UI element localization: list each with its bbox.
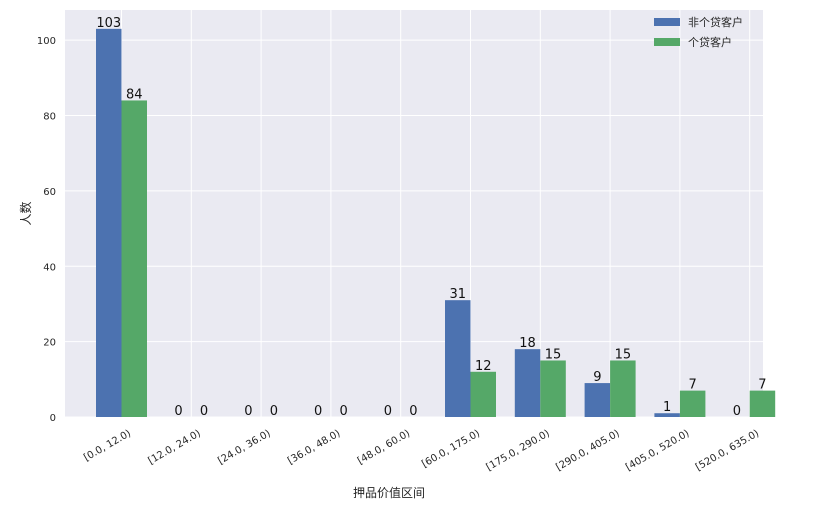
bar-series2 — [610, 360, 636, 417]
x-tick-label: [0.0, 12.0) — [82, 428, 133, 464]
y-tick-label: 100 — [37, 36, 56, 47]
x-tick-label: [24.0, 36.0) — [216, 428, 272, 467]
x-tick-label: [12.0, 24.0) — [146, 428, 202, 467]
bar-series1 — [584, 383, 611, 417]
bar-value-label: 1 — [663, 400, 671, 415]
bar-series2 — [749, 390, 776, 417]
bar-value-label: 9 — [593, 370, 601, 385]
bar-value-label: 15 — [545, 347, 562, 362]
bar-series2 — [540, 360, 566, 417]
bar-value-label: 18 — [519, 336, 536, 351]
bar-value-label: 0 — [409, 404, 417, 419]
plot-background — [65, 10, 763, 417]
bar-value-label: 7 — [758, 378, 766, 393]
y-axis-label: 人数 — [18, 201, 33, 225]
x-axis-label: 押品价值区间 — [353, 485, 425, 500]
y-tick-label: 20 — [43, 338, 56, 349]
bar-value-label: 103 — [96, 16, 121, 31]
x-tick-label: [290.0, 405.0) — [554, 428, 621, 473]
bar-value-label: 15 — [615, 347, 632, 362]
bar-value-label: 0 — [314, 404, 322, 419]
x-tick-label: [48.0, 60.0) — [356, 428, 412, 467]
y-tick-label: 40 — [43, 262, 56, 273]
legend-label-2: 个贷客户 — [688, 35, 732, 49]
bar-value-label: 0 — [384, 404, 392, 419]
legend-swatch-2 — [654, 38, 680, 46]
bar-value-label: 0 — [174, 404, 182, 419]
x-tick-label: [60.0, 175.0) — [420, 428, 482, 470]
legend-swatch-1 — [654, 18, 680, 26]
legend-label-1: 非个贷客户 — [688, 15, 743, 29]
y-tick-label: 0 — [50, 413, 56, 424]
y-tick-label: 80 — [43, 112, 56, 123]
bar-series1 — [514, 349, 541, 417]
y-tick-label: 60 — [43, 187, 56, 198]
x-tick-label: [36.0, 48.0) — [286, 428, 342, 467]
x-tick-label: [175.0, 290.0) — [484, 428, 551, 473]
x-tick-label: [405.0, 520.0) — [624, 428, 691, 473]
bar-series2 — [121, 100, 147, 417]
bar-value-label: 31 — [449, 287, 466, 302]
bar-series2 — [679, 390, 706, 417]
bar-value-label: 0 — [200, 404, 208, 419]
bar-value-label: 0 — [733, 404, 741, 419]
x-tick-label: [520.0, 635.0) — [694, 428, 761, 473]
bar-series2 — [470, 371, 496, 417]
bar-series1 — [654, 413, 680, 417]
bar-value-label: 7 — [689, 378, 697, 393]
bar-series1 — [445, 300, 471, 417]
bar-value-label: 12 — [475, 359, 492, 374]
bar-value-label: 84 — [126, 87, 143, 102]
bar-value-label: 0 — [244, 404, 252, 419]
bar-series1 — [96, 28, 122, 418]
bar-value-label: 0 — [340, 404, 348, 419]
bar-value-label: 0 — [270, 404, 278, 419]
